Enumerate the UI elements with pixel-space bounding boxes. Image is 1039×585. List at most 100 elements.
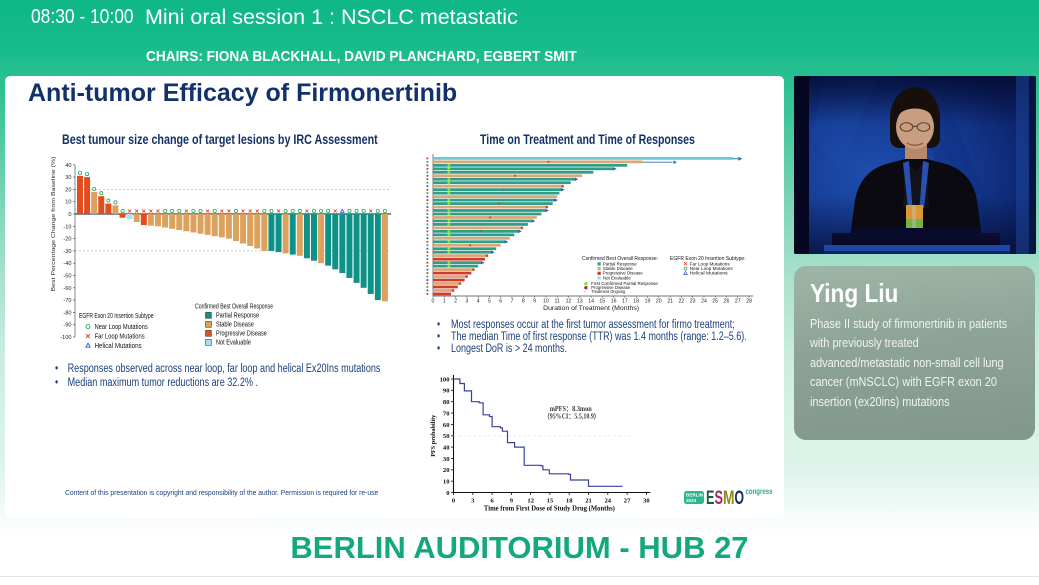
- svg-text:26: 26: [724, 299, 730, 305]
- svg-text:17: 17: [622, 299, 628, 305]
- svg-text:27: 27: [735, 299, 741, 305]
- svg-text:-80: -80: [63, 310, 71, 316]
- svg-text:-50: -50: [63, 274, 71, 280]
- svg-text:Time from First Dose of Study: Time from First Dose of Study Drug (Mont…: [484, 505, 616, 513]
- svg-text:20: 20: [65, 187, 71, 193]
- svg-text:40: 40: [65, 163, 71, 169]
- svg-text:Confirmed Best Overall Respons: Confirmed Best Overall Response: [195, 302, 273, 311]
- svg-text:12: 12: [566, 299, 572, 305]
- svg-text:Partial Response: Partial Response: [603, 261, 638, 266]
- svg-text:9: 9: [510, 498, 514, 505]
- svg-text:-10: -10: [63, 224, 71, 230]
- svg-text:40: 40: [443, 445, 450, 452]
- svg-text:2023: 2023: [686, 498, 697, 503]
- svg-text:0: 0: [446, 490, 450, 497]
- svg-text:7: 7: [511, 299, 514, 305]
- svg-text:30: 30: [443, 456, 450, 463]
- svg-text:30: 30: [643, 498, 650, 505]
- svg-text:6: 6: [499, 299, 502, 305]
- svg-text:11: 11: [555, 299, 560, 305]
- svg-text:PFS probability: PFS probability: [430, 414, 437, 457]
- svg-text:25: 25: [712, 299, 718, 305]
- svg-text:2: 2: [454, 299, 457, 305]
- svg-text:15: 15: [547, 498, 554, 505]
- svg-text:-70: -70: [63, 298, 71, 304]
- svg-text:-20: -20: [63, 237, 71, 243]
- svg-text:1: 1: [443, 299, 446, 305]
- svg-text:15: 15: [599, 299, 605, 305]
- svg-text:5: 5: [488, 299, 491, 305]
- svg-text:28: 28: [746, 299, 752, 305]
- svg-text:10: 10: [65, 200, 71, 206]
- svg-text:Progressive Disease: Progressive Disease: [591, 285, 631, 290]
- svg-text:80: 80: [443, 399, 450, 406]
- svg-text:EGFR Exon 20 Insertion Subtype: EGFR Exon 20 Insertion Subtype: [79, 311, 154, 320]
- svg-text:60: 60: [443, 422, 450, 429]
- svg-text:9: 9: [533, 299, 536, 305]
- svg-text:Not Evaluable: Not Evaluable: [216, 340, 251, 347]
- svg-text:Far Loop Mutations: Far Loop Mutations: [690, 261, 730, 266]
- svg-text:0: 0: [432, 299, 435, 305]
- svg-text:-40: -40: [63, 261, 71, 267]
- svg-text:20: 20: [656, 299, 662, 305]
- svg-text:BERLIN: BERLIN: [686, 493, 704, 498]
- svg-text:0: 0: [68, 212, 71, 218]
- svg-text:18: 18: [633, 299, 639, 305]
- svg-text:3: 3: [471, 498, 475, 505]
- svg-text:-90: -90: [63, 323, 71, 329]
- svg-text:Duration of Treatment (Months): Duration of Treatment (Months): [543, 305, 639, 312]
- svg-text:M: M: [723, 488, 735, 508]
- svg-text:-: -: [584, 289, 586, 294]
- svg-text:O: O: [735, 488, 745, 508]
- svg-text:4: 4: [477, 299, 480, 305]
- svg-text:Partial Response: Partial Response: [216, 313, 259, 320]
- svg-text:-60: -60: [63, 286, 71, 292]
- svg-text:Not Evaluable: Not Evaluable: [603, 275, 632, 280]
- svg-text:10: 10: [443, 479, 450, 486]
- svg-text:E: E: [706, 488, 715, 508]
- svg-text:Far Loop Mutations: Far Loop Mutations: [95, 333, 145, 340]
- svg-text:mPFS：8.3mon: mPFS：8.3mon: [550, 406, 592, 413]
- svg-text:14: 14: [588, 299, 594, 305]
- svg-text:-30: -30: [63, 249, 71, 255]
- svg-text:EGFR Exon 20 Insertion Subtype: EGFR Exon 20 Insertion Subtype:: [670, 256, 746, 262]
- svg-text:20: 20: [443, 467, 450, 474]
- svg-text:Near Loop Mutations: Near Loop Mutations: [95, 324, 149, 331]
- svg-text:Stable Disease: Stable Disease: [216, 322, 254, 329]
- svg-text:（95%CI：5.5,10.9）: （95%CI：5.5,10.9）: [544, 413, 600, 421]
- svg-text:Progressive Disease: Progressive Disease: [603, 271, 644, 276]
- svg-text:8: 8: [522, 299, 525, 305]
- svg-text:70: 70: [443, 410, 450, 417]
- svg-text:3: 3: [465, 299, 468, 305]
- svg-text:19: 19: [645, 299, 651, 305]
- svg-text:24: 24: [701, 299, 707, 305]
- svg-text:Helical Mutations: Helical Mutations: [690, 271, 728, 276]
- svg-text:6: 6: [490, 498, 494, 505]
- svg-text:22: 22: [679, 299, 685, 305]
- svg-text:16: 16: [611, 299, 617, 305]
- svg-text:Treatment Ongoing: Treatment Ongoing: [591, 289, 626, 294]
- svg-text:First Confirmed Partial Respon: First Confirmed Partial Response: [591, 281, 658, 286]
- svg-text:-100: -100: [60, 335, 71, 341]
- svg-text:congress: congress: [746, 487, 774, 496]
- svg-text:Confirmed Best Overall Respons: Confirmed Best Overall Response:: [582, 256, 658, 262]
- svg-text:27: 27: [624, 498, 631, 505]
- svg-text:90: 90: [443, 388, 450, 395]
- svg-text:24: 24: [605, 498, 612, 505]
- svg-text:Best Percentage Change from Ba: Best Percentage Change from Baseline (%): [51, 156, 57, 291]
- svg-text:S: S: [715, 488, 724, 508]
- svg-text:21: 21: [585, 498, 592, 505]
- svg-text:30: 30: [65, 175, 71, 181]
- svg-text:10: 10: [543, 299, 549, 305]
- svg-text:21: 21: [667, 299, 673, 305]
- svg-text:Near Loop Mutations: Near Loop Mutations: [690, 266, 733, 271]
- svg-text:18: 18: [566, 498, 573, 505]
- svg-text:Helical Mutations: Helical Mutations: [95, 343, 142, 350]
- svg-text:23: 23: [690, 299, 696, 305]
- svg-text:13: 13: [577, 299, 583, 305]
- svg-text:100: 100: [440, 376, 451, 383]
- svg-text:50: 50: [443, 433, 450, 440]
- svg-text:0: 0: [452, 498, 456, 505]
- svg-text:Progressive Disease: Progressive Disease: [216, 331, 267, 338]
- svg-text:Stable Disease: Stable Disease: [603, 266, 634, 271]
